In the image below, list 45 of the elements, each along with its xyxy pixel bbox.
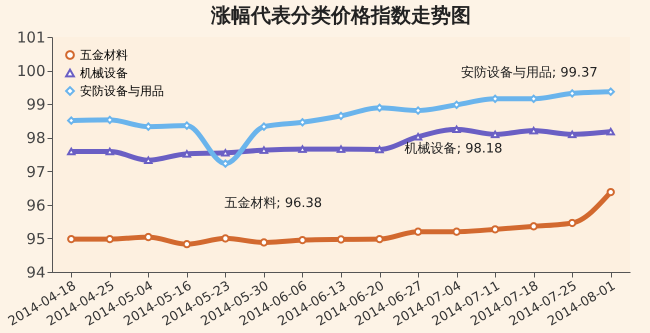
point — [568, 218, 576, 228]
point — [452, 228, 461, 236]
point — [530, 222, 538, 230]
legend-label: 机械设备 — [80, 66, 128, 80]
point — [106, 234, 114, 244]
y-tick-label: 99 — [26, 96, 46, 114]
point — [414, 132, 422, 140]
point — [67, 148, 76, 156]
point — [221, 234, 230, 243]
point — [106, 148, 114, 156]
y-tick-label: 94 — [26, 264, 46, 282]
y-tick-label: 101 — [16, 28, 46, 46]
y-tick-label: 96 — [26, 196, 46, 214]
y-tick-label: 97 — [26, 162, 46, 181]
annotation: 机械设备; 98.18 — [404, 141, 502, 156]
point — [260, 146, 268, 154]
point — [530, 126, 538, 134]
legend-label: 安防设备与用品 — [80, 84, 164, 98]
point — [375, 146, 384, 154]
y-tick-label: 95 — [26, 230, 46, 248]
point — [452, 126, 461, 134]
point — [568, 130, 576, 138]
annotation: 安防设备与用品; 99.37 — [460, 64, 598, 81]
point — [67, 234, 76, 244]
point — [414, 228, 422, 236]
point — [298, 236, 307, 244]
y-tick-label: 100 — [16, 62, 46, 80]
point — [490, 130, 500, 138]
y-tick-label: 98 — [26, 129, 46, 148]
point — [490, 225, 500, 234]
chart-title: 涨幅代表分类价格指数走势图 — [210, 3, 471, 27]
point — [221, 149, 230, 157]
point — [606, 128, 615, 136]
point — [336, 145, 346, 153]
point — [144, 156, 152, 164]
point — [298, 145, 307, 153]
point — [182, 240, 192, 248]
point — [260, 238, 268, 247]
point — [182, 150, 192, 158]
legend-label: 五金材料 — [80, 48, 128, 62]
point — [606, 188, 615, 196]
annotation: 五金材料; 96.38 — [224, 196, 322, 211]
point — [144, 232, 152, 242]
point — [336, 235, 346, 244]
point — [375, 234, 384, 244]
